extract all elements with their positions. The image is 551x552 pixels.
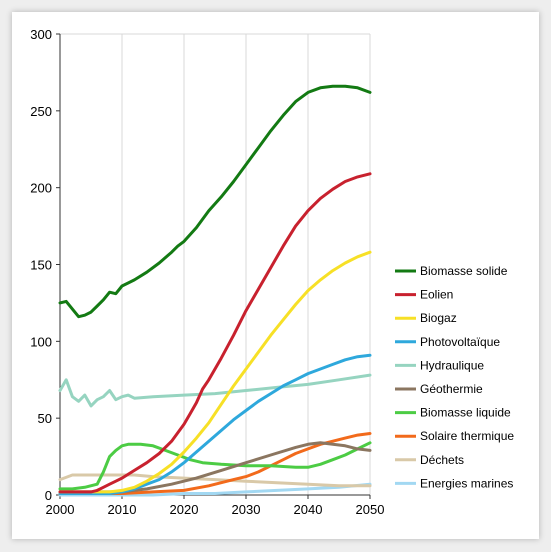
legend-label-geothermie: Géothermie (420, 382, 483, 396)
gridlines (60, 33, 371, 495)
series-line-geothermie (58, 441, 372, 494)
legend-label-solaire-thermique: Solaire thermique (420, 429, 514, 443)
y-tick-label-250: 250 (30, 104, 52, 119)
legend-label-energies-marines: Energies marines (420, 476, 513, 490)
legend-label-dechets: Déchets (420, 453, 464, 467)
x-tick-label-2040: 2040 (294, 502, 323, 517)
series-line-hydraulique (58, 373, 372, 408)
legend: Biomasse solide Eolien Biogaz Photovoltaïqu… (395, 264, 514, 490)
x-tick-label-2000: 2000 (46, 502, 75, 517)
y-tick-label-100: 100 (30, 334, 52, 349)
y-tick-label-300: 300 (30, 27, 52, 42)
y-tick-label-200: 200 (30, 181, 52, 196)
x-tick-label-2010: 2010 (108, 502, 137, 517)
y-axis-ticks: 0 50 100 150 200 250 300 (30, 27, 60, 503)
axes (59, 34, 370, 496)
legend-label-eolien: Eolien (420, 288, 453, 302)
y-tick-label-50: 50 (38, 411, 52, 426)
series-lines (58, 84, 372, 497)
legend-label-hydraulique: Hydraulique (420, 358, 484, 372)
y-tick-label-150: 150 (30, 258, 52, 273)
series-line-biogaz (58, 250, 372, 494)
x-tick-label-2020: 2020 (170, 502, 199, 517)
series-line-biomasse-liquide (58, 441, 372, 491)
series-line-biomasse-solide (58, 84, 372, 319)
series-line-photovoltaique (58, 353, 372, 495)
x-axis-ticks: 2000 2010 2020 2030 2040 2050 (46, 495, 385, 517)
chart-frame: 0 50 100 150 200 250 300 2000 2010 2020 2030 2040 2… (12, 12, 539, 539)
legend-label-biomasse-liquide: Biomasse liquide (420, 406, 511, 420)
legend-label-photovoltaique: Photovoltaïque (420, 335, 500, 349)
x-tick-label-2030: 2030 (232, 502, 261, 517)
y-tick-label-0: 0 (45, 488, 52, 503)
x-tick-label-2050: 2050 (356, 502, 385, 517)
series-line-eolien (58, 172, 372, 494)
legend-label-biomasse-solide: Biomasse solide (420, 264, 508, 278)
series-line-energies-marines (58, 482, 372, 497)
legend-label-biogaz: Biogaz (420, 311, 457, 325)
